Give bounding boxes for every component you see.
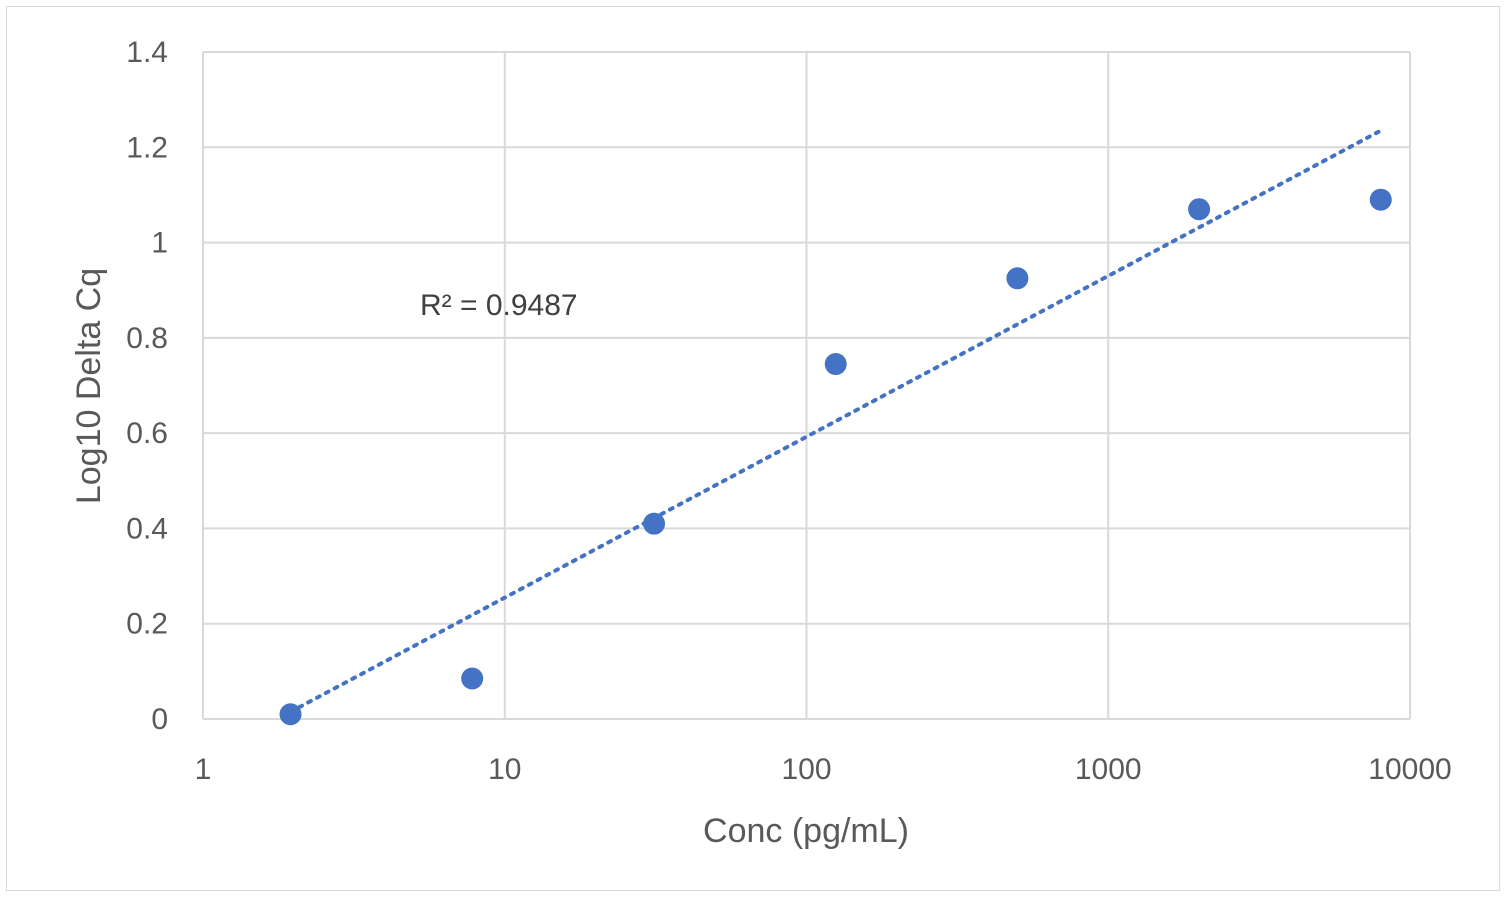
data-points [279,188,1392,726]
y-tick-label: 1.4 [126,36,168,69]
y-tick-label: 0.6 [126,417,168,450]
data-point [643,512,666,535]
x-axis-title: Conc (pg/mL) [703,812,909,850]
data-point [1369,188,1392,211]
y-axis-title: Log10 Delta Cq [70,268,108,504]
y-tick-label: 0.8 [126,322,168,355]
trendline [288,128,1383,714]
y-axis-ticks: 0 0.2 0.4 0.6 0.8 1 1.2 1.4 [126,36,168,736]
grid [202,51,1411,720]
data-point [461,667,484,690]
trendline-layer [288,128,1383,714]
data-point [824,353,847,376]
x-tick-label: 10 [488,753,521,786]
data-point [279,703,302,726]
data-point [1006,267,1029,290]
r-squared-annotation: R² = 0.9487 [420,289,578,322]
data-point [1188,198,1211,221]
chart-frame [6,6,1500,891]
x-tick-label: 10000 [1368,753,1451,786]
y-tick-label: 0.4 [126,512,168,545]
y-tick-label: 1 [151,227,168,260]
x-axis-ticks: 1 10 100 1000 10000 [195,753,1452,786]
y-tick-label: 1.2 [126,131,168,164]
x-tick-label: 1 [195,753,212,786]
x-tick-label: 1000 [1075,753,1142,786]
x-tick-label: 100 [781,753,831,786]
y-tick-label: 0 [151,703,168,736]
y-tick-label: 0.2 [126,608,168,641]
